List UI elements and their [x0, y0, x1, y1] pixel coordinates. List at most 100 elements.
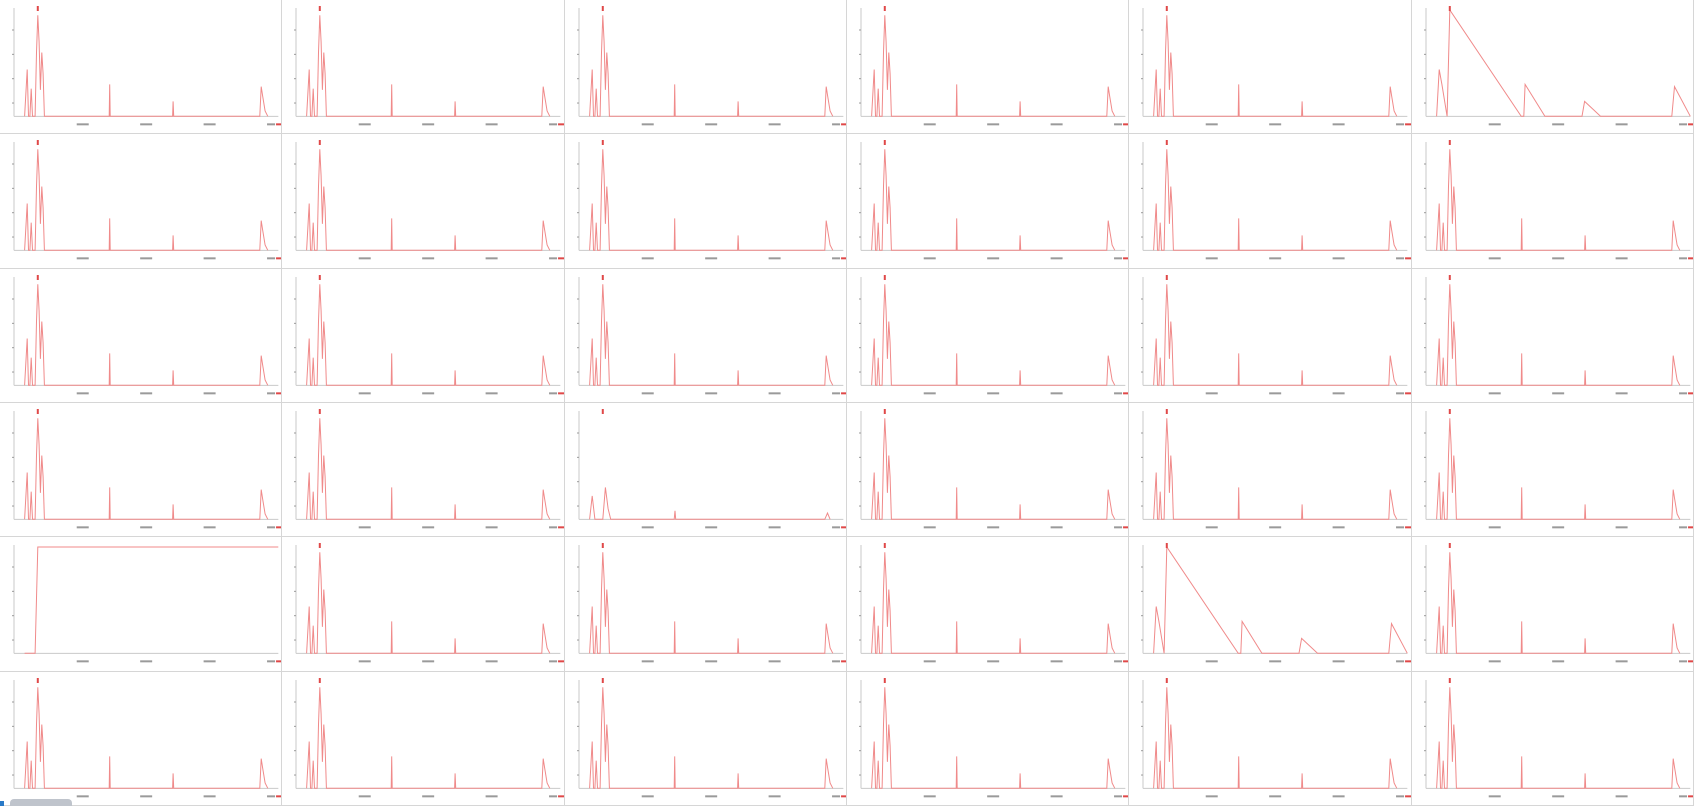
x-tick-mark	[1615, 794, 1628, 797]
chart-panel	[1129, 268, 1412, 403]
series-line	[24, 686, 269, 789]
peak-marker	[601, 409, 604, 414]
x-tick-mark	[76, 660, 89, 663]
chart-panel	[1411, 268, 1694, 403]
peak-marker	[1448, 140, 1451, 146]
chart-panel	[1411, 134, 1694, 269]
x-tick-mark	[422, 794, 435, 797]
x-tick-mark	[422, 526, 435, 529]
x-tick-mark	[1332, 257, 1345, 260]
x-tick-accent	[1405, 123, 1411, 126]
series-line	[1153, 15, 1398, 117]
chart-panel	[564, 134, 847, 269]
x-tick-mark	[1114, 257, 1123, 260]
x-tick-mark	[768, 660, 781, 663]
chart-panel	[847, 268, 1130, 403]
series-line	[1153, 418, 1398, 520]
x-tick-mark	[1206, 526, 1219, 529]
chart-panel	[1129, 0, 1412, 135]
panel-plot	[294, 677, 564, 797]
series-line	[24, 283, 269, 386]
panel-plot	[294, 409, 564, 529]
x-tick-mark	[923, 660, 936, 663]
chart-panel	[282, 268, 565, 403]
x-tick-accent	[1123, 526, 1129, 529]
x-tick-mark	[1269, 526, 1282, 529]
panel-plot	[12, 6, 282, 126]
peak-marker	[883, 274, 886, 280]
chart-panel	[282, 671, 565, 806]
chart-panel	[1411, 671, 1694, 806]
x-tick-mark	[203, 526, 216, 529]
peak-marker	[36, 140, 39, 146]
x-tick-mark	[549, 794, 558, 797]
panel-plot	[576, 677, 846, 797]
x-tick-mark	[641, 526, 654, 529]
x-tick-accent	[558, 794, 564, 797]
horizontal-scrollbar-thumb[interactable]	[10, 799, 72, 806]
x-tick-mark	[549, 391, 558, 394]
peak-marker	[36, 409, 39, 414]
x-tick-mark	[831, 391, 840, 394]
peak-marker	[1448, 6, 1451, 11]
chart-panel	[282, 134, 565, 269]
chart-panel	[847, 671, 1130, 806]
x-tick-mark	[76, 391, 89, 394]
x-tick-mark	[923, 257, 936, 260]
x-tick-mark	[1050, 526, 1063, 529]
x-tick-accent	[1687, 123, 1693, 126]
x-tick-mark	[485, 660, 498, 663]
x-tick-mark	[641, 660, 654, 663]
x-tick-accent	[558, 660, 564, 663]
x-tick-mark	[1050, 660, 1063, 663]
x-tick-mark	[267, 794, 276, 797]
chart-panel	[847, 537, 1130, 672]
x-tick-mark	[768, 526, 781, 529]
panel-plot	[294, 140, 564, 260]
series-line	[1435, 283, 1680, 386]
x-tick-accent	[1123, 123, 1129, 126]
x-tick-mark	[641, 257, 654, 260]
x-tick-accent	[840, 660, 846, 663]
x-tick-mark	[1488, 123, 1501, 126]
x-tick-accent	[1687, 660, 1693, 663]
x-tick-mark	[704, 257, 717, 260]
x-tick-mark	[704, 660, 717, 663]
x-tick-mark	[1488, 257, 1501, 260]
x-tick-mark	[768, 794, 781, 797]
chart-panel	[1129, 671, 1412, 806]
peak-marker	[601, 6, 604, 11]
x-tick-accent	[558, 391, 564, 394]
panel-plot	[859, 409, 1129, 529]
x-tick-mark	[1551, 123, 1564, 126]
panel-plot	[1141, 140, 1411, 260]
x-tick-mark	[267, 660, 276, 663]
chart-panel	[847, 0, 1130, 135]
series-line	[871, 418, 1116, 520]
x-tick-accent	[1687, 526, 1693, 529]
x-tick-mark	[1615, 123, 1628, 126]
peak-marker	[36, 274, 39, 280]
panel-plot	[859, 6, 1129, 126]
x-tick-accent	[1405, 660, 1411, 663]
x-tick-mark	[1396, 123, 1405, 126]
x-tick-mark	[1678, 660, 1687, 663]
chart-panel	[1129, 403, 1412, 538]
series-line	[306, 283, 551, 386]
x-tick-mark	[704, 526, 717, 529]
x-tick-mark	[987, 257, 1000, 260]
panel-plot	[12, 409, 282, 529]
panel-plot	[576, 543, 846, 663]
x-tick-mark	[1678, 794, 1687, 797]
x-tick-mark	[1396, 526, 1405, 529]
peak-marker	[36, 677, 39, 683]
chart-panel	[0, 134, 283, 269]
x-tick-mark	[76, 526, 89, 529]
x-tick-mark	[1678, 257, 1687, 260]
peak-marker	[319, 677, 322, 683]
x-tick-mark	[140, 526, 153, 529]
x-tick-mark	[1206, 123, 1219, 126]
x-tick-mark	[923, 123, 936, 126]
panel-plot	[859, 140, 1129, 260]
